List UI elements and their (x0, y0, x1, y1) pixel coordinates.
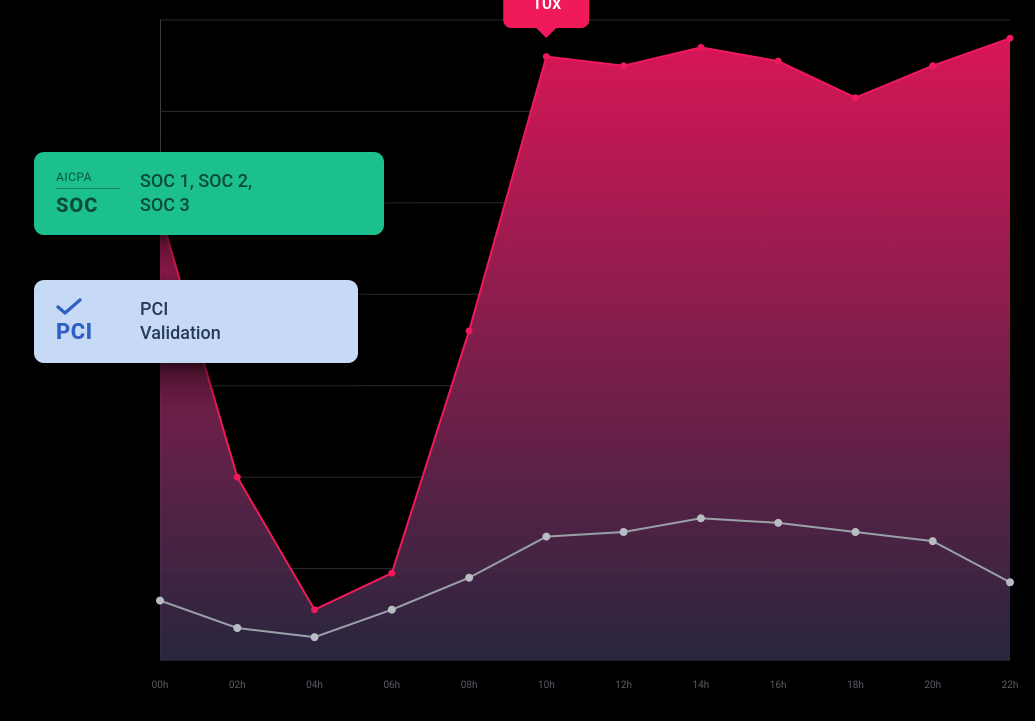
card-soc: AICPA SOC SOC 1, SOC 2,SOC 3 (34, 152, 384, 235)
x-tick-label: 14h (693, 680, 710, 691)
x-tick-label: 08h (461, 680, 478, 691)
x-tick-label: 16h (770, 680, 787, 691)
x-axis-labels: 00h02h04h06h08h10h12h14h16h18h20h22h (160, 680, 1010, 700)
soc-text: SOC 1, SOC 2,SOC 3 (140, 170, 252, 217)
pci-text: PCIValidation (140, 298, 221, 345)
x-tick-label: 20h (924, 680, 941, 691)
x-tick-label: 06h (383, 680, 400, 691)
callout-10x: 10x (504, 0, 590, 28)
soc-text-line: SOC 1, SOC 2,SOC 3 (140, 171, 252, 215)
pci-badge: PCI (56, 298, 120, 345)
soc-badge-bottom: SOC (56, 193, 98, 217)
x-tick-label: 02h (229, 680, 246, 691)
card-pci: PCI PCIValidation (34, 280, 358, 363)
soc-badge-divider (56, 188, 120, 189)
check-icon (56, 298, 82, 320)
pci-text-line: PCIValidation (140, 299, 221, 343)
x-tick-label: 00h (152, 680, 169, 691)
pci-badge-label: PCI (56, 320, 93, 345)
callout-label: 10x (532, 0, 562, 14)
x-tick-label: 18h (847, 680, 864, 691)
x-tick-label: 12h (615, 680, 632, 691)
soc-badge: AICPA SOC (56, 170, 120, 217)
x-tick-label: 22h (1002, 680, 1019, 691)
x-tick-label: 04h (306, 680, 323, 691)
x-tick-label: 10h (538, 680, 555, 691)
soc-badge-top: AICPA (56, 170, 92, 184)
